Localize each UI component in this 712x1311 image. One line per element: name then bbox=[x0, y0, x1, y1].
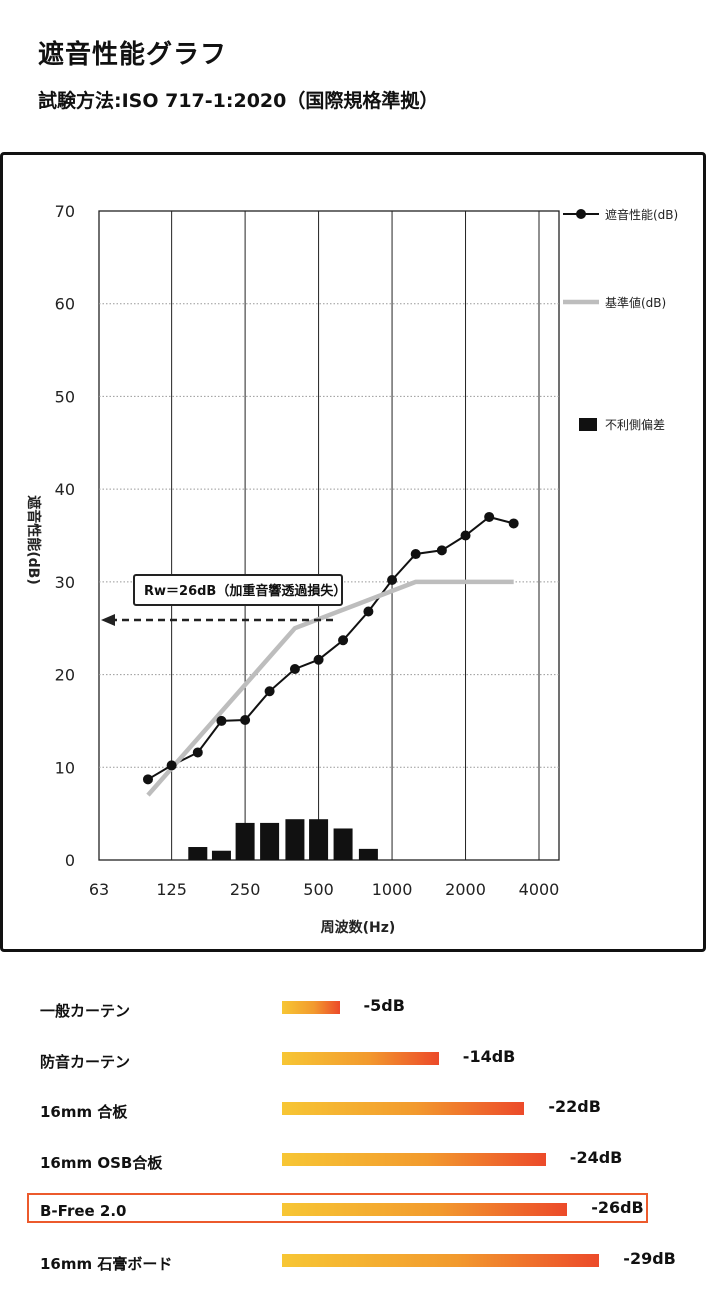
y-tick-label: 30 bbox=[55, 573, 75, 592]
y-tick-label: 40 bbox=[55, 480, 75, 499]
x-tick-label: 125 bbox=[156, 880, 187, 899]
performance-point bbox=[166, 760, 177, 771]
deviation-bar bbox=[285, 819, 305, 860]
x-tick-label: 250 bbox=[230, 880, 261, 899]
y-tick-label: 10 bbox=[55, 758, 75, 777]
y-tick-label: 60 bbox=[55, 295, 75, 314]
comparison-row: 防音カーテン -14dB bbox=[0, 1041, 712, 1081]
reference-line bbox=[146, 579, 514, 797]
performance-point bbox=[142, 774, 153, 785]
comparison-bar bbox=[282, 1102, 525, 1115]
performance-point bbox=[338, 635, 349, 646]
deviation-bar bbox=[188, 847, 208, 860]
comparison-value: -14dB bbox=[462, 1046, 516, 1066]
comparison-value: -24dB bbox=[569, 1147, 623, 1167]
performance-point bbox=[460, 530, 471, 541]
comparison-label: 16mm OSB合板 bbox=[40, 1153, 163, 1172]
comparison-bar bbox=[282, 1152, 546, 1166]
y-tick-label: 50 bbox=[55, 387, 75, 406]
x-tick-label: 63 bbox=[89, 880, 109, 899]
x-tick-label: 2000 bbox=[445, 880, 486, 899]
comparison-row: B-Free 2.0 -26dB bbox=[0, 1192, 712, 1232]
comparison-bar bbox=[282, 1051, 439, 1065]
y-tick-label: 20 bbox=[55, 666, 75, 685]
performance-point bbox=[387, 575, 398, 586]
comparison-row: 16mm 合板 -22dB bbox=[0, 1091, 712, 1131]
comparison-label: 16mm 合板 bbox=[40, 1103, 128, 1121]
performance-point bbox=[240, 715, 251, 726]
comparison-label: B-Free 2.0 bbox=[40, 1202, 127, 1220]
legend-performance-marker bbox=[576, 209, 586, 219]
legend-label: 基準値(dB) bbox=[605, 295, 666, 310]
comparison-value: -26dB bbox=[591, 1198, 644, 1217]
comparison-label: 16mm 石膏ボード bbox=[40, 1254, 173, 1273]
legend-label: 不利側偏差 bbox=[605, 417, 665, 432]
comparison-value: -22dB bbox=[548, 1097, 601, 1116]
comparison-row: 一般カーテン -5dB bbox=[0, 990, 712, 1030]
performance-line bbox=[147, 515, 514, 781]
legend-deviation-swatch bbox=[579, 418, 597, 431]
x-tick-label: 1000 bbox=[372, 880, 413, 899]
y-axis-label: 遮音性能(dB) bbox=[25, 495, 42, 585]
comparison-label: 一般カーテン bbox=[40, 1002, 131, 1020]
performance-point bbox=[508, 518, 519, 529]
x-tick-label: 500 bbox=[303, 880, 334, 899]
performance-point bbox=[192, 747, 203, 758]
performance-point bbox=[436, 545, 447, 556]
chart-frame: 0 10 20 30 40 50 60 70 63 125 250 500 1000 2000 4000 周波… bbox=[0, 152, 706, 952]
comparison-row: 16mm 石膏ボード -29dB bbox=[0, 1243, 712, 1283]
performance-point bbox=[484, 511, 495, 522]
deviation-bar bbox=[235, 822, 255, 860]
plot-area bbox=[98, 210, 560, 861]
rw-annotation-box bbox=[133, 574, 343, 606]
deviation-bar bbox=[260, 822, 280, 860]
performance-point bbox=[313, 654, 324, 665]
sound-insulation-chart: 0 10 20 30 40 50 60 70 63 125 250 500 1000 2000 4000 周波… bbox=[25, 202, 678, 936]
rw-annotation-text: Rw＝26dB（加重音響透過損失） bbox=[144, 583, 346, 599]
page-subtitle: 試験方法:ISO 717-1:2020（国際規格準拠） bbox=[38, 90, 439, 112]
comparison-row: 16mm OSB合板 -24dB bbox=[0, 1142, 712, 1182]
deviation-bar bbox=[333, 828, 353, 860]
deviation-bar bbox=[309, 819, 329, 860]
y-tick-label: 0 bbox=[65, 851, 75, 870]
performance-point bbox=[289, 664, 300, 675]
performance-point bbox=[410, 549, 421, 560]
y-tick-label: 70 bbox=[55, 202, 75, 221]
deviation-bar bbox=[358, 848, 378, 860]
page-title: 遮音性能グラフ bbox=[38, 40, 228, 70]
comparison-value: -5dB bbox=[363, 996, 405, 1015]
comparison-label: 防音カーテン bbox=[40, 1052, 131, 1071]
comparison-bar bbox=[282, 1253, 600, 1267]
x-tick-label: 4000 bbox=[519, 880, 560, 899]
highlight-frame bbox=[27, 1193, 648, 1223]
performance-point bbox=[363, 606, 374, 617]
performance-point bbox=[216, 715, 227, 726]
comparison-bar bbox=[282, 1203, 568, 1216]
legend-label: 遮音性能(dB) bbox=[605, 207, 678, 222]
performance-point bbox=[264, 686, 275, 697]
rw-arrow-head bbox=[101, 613, 115, 626]
deviation-bar bbox=[211, 850, 231, 860]
comparison-bar bbox=[282, 1001, 340, 1014]
comparison-value: -29dB bbox=[623, 1248, 676, 1268]
x-axis-label: 周波数(Hz) bbox=[321, 919, 396, 936]
